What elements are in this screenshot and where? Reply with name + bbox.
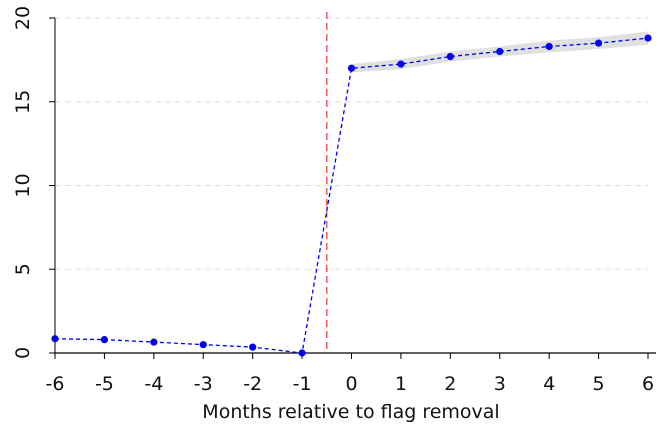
x-tick-label: 2 — [444, 373, 456, 395]
data-point — [594, 39, 603, 47]
label-layer: 0 5 10 15 20 -6 -5 -4 -3 -2 -1 0 1 2 3 4 5 6 — [12, 6, 654, 395]
data-point — [298, 349, 306, 357]
axis-layer — [49, 17, 656, 359]
x-tick-label: -4 — [144, 373, 163, 395]
data-point — [51, 335, 59, 343]
series-line — [54, 37, 649, 354]
x-axis-title: Months relative to flag removal — [202, 401, 499, 423]
x-tick-label: -6 — [46, 373, 65, 395]
x-tick-label: 1 — [395, 373, 407, 395]
y-tick-label: 10 — [12, 173, 34, 197]
data-point — [249, 343, 257, 351]
x-tick-label: -5 — [95, 373, 114, 395]
data-point — [199, 341, 207, 349]
y-tick-label: 20 — [12, 6, 34, 30]
data-point — [397, 60, 405, 68]
data-point — [446, 52, 454, 61]
y-tick-label: 0 — [12, 347, 34, 359]
data-point — [644, 34, 652, 42]
x-tick-label: -2 — [243, 373, 262, 395]
data-point — [545, 42, 553, 51]
x-tick-label: -3 — [194, 373, 213, 395]
x-tick-label: 5 — [593, 373, 605, 395]
x-tick-label: -1 — [293, 373, 312, 395]
data-point — [496, 47, 504, 56]
data-point — [100, 336, 109, 344]
y-tick-label: 15 — [12, 90, 34, 114]
y-tick-label: 5 — [12, 263, 34, 275]
x-tick-label: 3 — [494, 373, 506, 395]
grid-layer — [55, 17, 648, 270]
data-point — [347, 64, 356, 72]
x-tick-label: 6 — [642, 373, 654, 395]
data-point — [150, 338, 158, 346]
x-tick-label: 4 — [543, 373, 555, 395]
x-tick-label: 0 — [345, 373, 357, 395]
series-layer — [51, 34, 652, 357]
